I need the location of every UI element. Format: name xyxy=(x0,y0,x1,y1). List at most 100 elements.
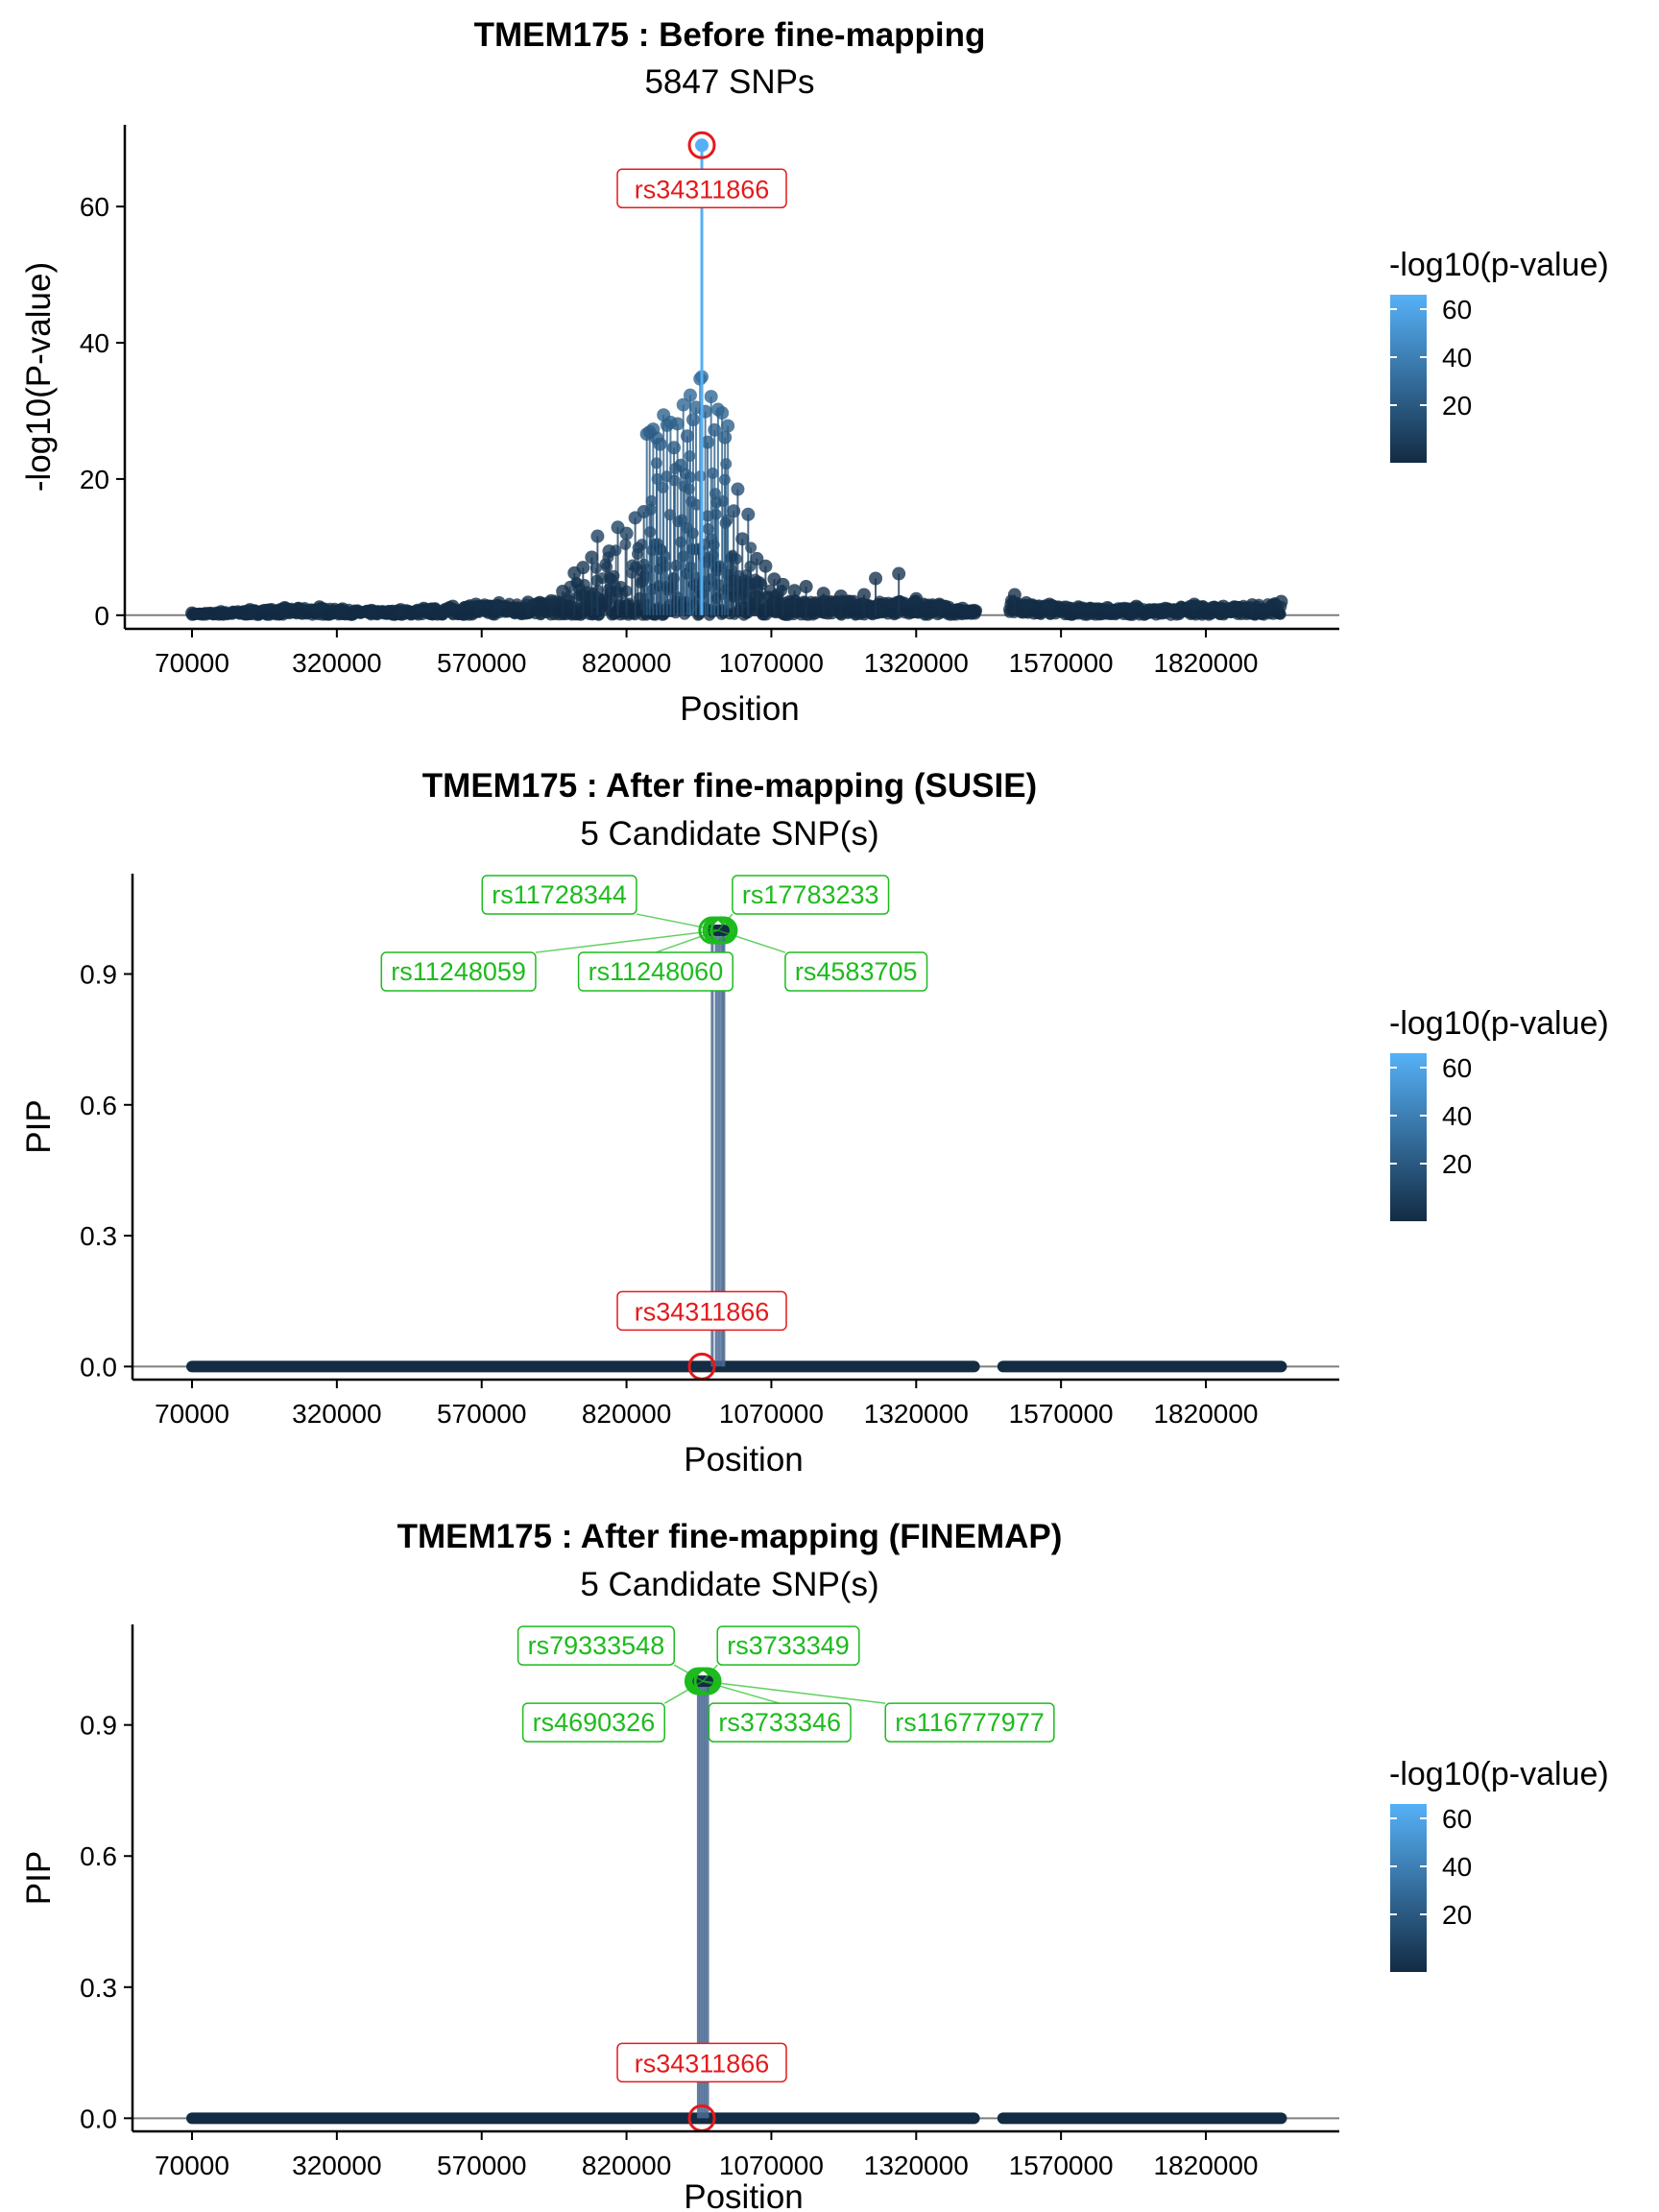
candidate-label-box xyxy=(577,951,733,992)
snp-point xyxy=(660,560,672,572)
chart-subtitle: 5847 SNPs xyxy=(644,63,814,101)
snp-point xyxy=(645,494,658,507)
snp-point xyxy=(394,603,408,617)
snp-point xyxy=(1158,601,1172,615)
chart-panel-3: TMEM175 : After fine-mapping (FINEMAP) 5 … xyxy=(20,1518,1609,2212)
snp-point xyxy=(619,526,634,541)
snp-point xyxy=(715,406,730,421)
candidate-label: rs3733346 xyxy=(708,1702,852,1743)
snp-point xyxy=(713,560,726,572)
x-tick-label: 1820000 xyxy=(1153,1399,1258,1429)
x-tick-label: 1070000 xyxy=(719,2151,824,2180)
snp-points xyxy=(186,2112,1287,2125)
legend-title: -log10(p-value) xyxy=(1389,1005,1609,1042)
snp-point-band xyxy=(186,2112,980,2125)
snp-point xyxy=(909,591,924,606)
snp-point xyxy=(869,571,883,586)
lead-snp-label-box xyxy=(616,168,787,209)
x-tick-label: 570000 xyxy=(437,2151,526,2180)
candidate-label-box xyxy=(708,1702,852,1743)
snp-point-band xyxy=(997,2112,1287,2125)
x-tick-label: 1320000 xyxy=(864,2151,969,2180)
snp-point xyxy=(576,561,590,575)
snp-point xyxy=(720,458,733,470)
colorbar-legend: -log10(p-value) 20 40 60 xyxy=(1389,1005,1609,1221)
y-axis-title: -log10(P-value) xyxy=(20,262,58,492)
y-tick-label: 0 xyxy=(94,601,109,631)
snp-points xyxy=(186,1360,1287,1373)
candidate-label-box xyxy=(784,951,928,992)
snp-point xyxy=(619,539,632,551)
candidate-label: rs11728344 xyxy=(481,875,637,915)
snp-point xyxy=(967,603,981,617)
candidate-label: rs11248060 xyxy=(577,951,733,992)
x-tick-label: 570000 xyxy=(437,1399,526,1429)
snp-point xyxy=(667,441,682,455)
colorbar xyxy=(1390,295,1427,463)
snp-point xyxy=(685,413,700,427)
snp-point xyxy=(445,599,460,613)
lead-snp-label-text: rs34311866 xyxy=(635,175,770,204)
candidate-label-box xyxy=(380,951,537,992)
legend-tick-label: 20 xyxy=(1442,1900,1472,1930)
colorbar xyxy=(1390,1804,1427,1972)
snp-point xyxy=(799,580,813,594)
x-axis-title: Position xyxy=(684,2178,804,2212)
lead-snp-point xyxy=(695,138,709,153)
candidate-label: rs4583705 xyxy=(784,951,928,992)
snp-point xyxy=(718,430,733,445)
lead-snp-label: rs34311866 xyxy=(616,1290,787,1332)
snp-point xyxy=(892,566,906,581)
candidate-label-box xyxy=(481,875,637,915)
legend-tick-label: 40 xyxy=(1442,1852,1472,1882)
snp-point xyxy=(590,529,605,543)
snp-point xyxy=(277,601,292,615)
y-tick-label: 0.3 xyxy=(80,1973,117,2003)
snp-point-band xyxy=(997,1360,1287,1373)
candidate-label: rs17783233 xyxy=(732,875,890,915)
candidate-label-box xyxy=(517,1625,675,1666)
y-tick-label: 0.0 xyxy=(80,2104,117,2133)
legend-tick-label: 60 xyxy=(1442,295,1472,325)
y-axis-title: PIP xyxy=(20,1851,58,1905)
snp-point xyxy=(585,550,599,565)
colorbar-legend: -log10(p-value) 20 40 60 xyxy=(1389,247,1609,463)
snp-points xyxy=(185,370,1288,621)
snp-point xyxy=(707,467,719,479)
x-tick-label: 820000 xyxy=(582,2151,671,2180)
x-tick-label: 1570000 xyxy=(1009,648,1114,678)
candidate-connector xyxy=(703,1680,781,1704)
candidate-connector xyxy=(702,1664,718,1682)
x-tick-label: 70000 xyxy=(155,648,229,678)
snp-point xyxy=(492,596,506,611)
candidate-label: rs3733349 xyxy=(716,1625,860,1666)
x-tick-label: 820000 xyxy=(582,648,671,678)
snp-point xyxy=(602,544,616,559)
snp-point xyxy=(335,602,349,616)
candidate-label-box xyxy=(521,1702,665,1743)
snp-point xyxy=(704,390,718,404)
legend-tick-label: 60 xyxy=(1442,1053,1472,1083)
snp-point xyxy=(670,417,685,431)
snp-point xyxy=(683,388,697,402)
candidate-connector xyxy=(663,1680,704,1704)
lead-snp-label-text: rs34311866 xyxy=(635,1297,770,1326)
snp-point xyxy=(1274,594,1288,609)
snp-point xyxy=(787,584,802,598)
candidate-label-text: rs4583705 xyxy=(795,957,918,986)
legend-tick-label: 40 xyxy=(1442,1101,1472,1131)
x-tick-label: 320000 xyxy=(292,1399,381,1429)
snp-point xyxy=(1245,598,1260,613)
snp-point xyxy=(730,553,742,565)
lead-snp-label-box xyxy=(616,1290,787,1332)
y-tick-label: 0.0 xyxy=(80,1352,117,1382)
snp-point xyxy=(731,482,745,496)
candidate-ring xyxy=(709,916,738,945)
y-tick-label: 0.9 xyxy=(80,959,117,989)
candidate-label-box xyxy=(716,1625,860,1666)
candidate-connector xyxy=(535,929,719,953)
candidate-label-text: rs17783233 xyxy=(742,880,879,909)
snp-point xyxy=(955,601,970,615)
snp-point xyxy=(653,437,667,451)
snp-point xyxy=(544,593,559,608)
